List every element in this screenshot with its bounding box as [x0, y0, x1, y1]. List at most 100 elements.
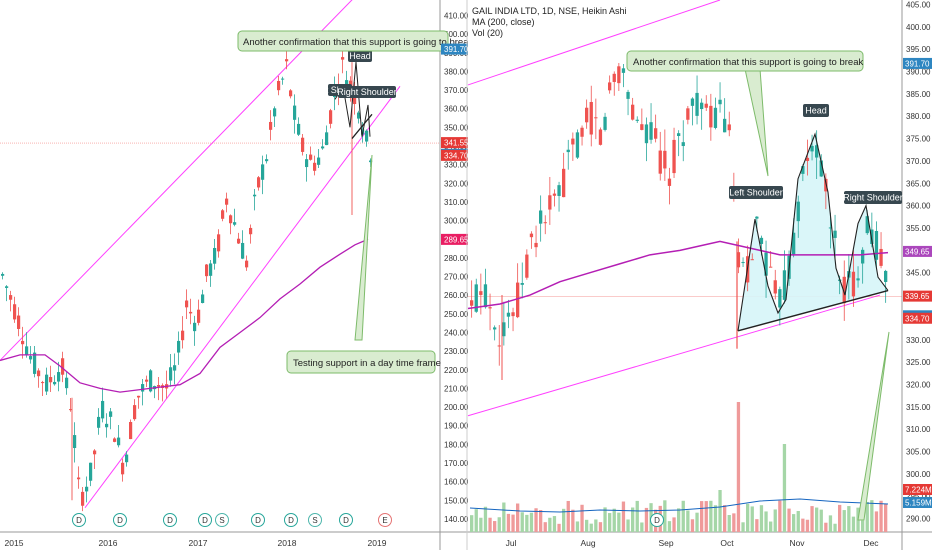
left-x-tick-label: 2015	[5, 538, 24, 548]
right-candle-body	[470, 300, 474, 306]
left-y-tick-label: 170.00	[444, 459, 469, 468]
right-volume-bar	[493, 521, 497, 532]
left-candle-body	[197, 309, 201, 323]
left-y-tick-label: 220.00	[444, 366, 469, 375]
right-y-tick-label: 305.00	[906, 448, 931, 457]
right-volume-bar	[681, 500, 685, 532]
left-y-tick-label: 280.00	[444, 254, 469, 263]
right-volume-bar	[865, 501, 869, 532]
left-candle-body	[289, 90, 293, 97]
right-candle-body	[833, 230, 837, 238]
right-candle-body	[723, 118, 727, 133]
right-volume-bar	[502, 502, 506, 532]
left-chart-panel[interactable]: 410.00400.00390.00380.00370.00360.00350.…	[0, 0, 473, 550]
left-neckline	[351, 113, 373, 139]
right-volume-bar	[552, 516, 557, 532]
right-candle-body	[681, 142, 685, 147]
left-event-marker	[215, 513, 229, 527]
left-event-marker	[163, 513, 177, 527]
left-y-tick-label: 400.00	[444, 30, 469, 39]
right-volume-bar	[842, 510, 846, 532]
right-volume-bar	[833, 523, 837, 532]
right-volume-bar	[483, 506, 488, 532]
right-volume-bar	[672, 517, 676, 532]
left-candle-body	[181, 330, 185, 341]
left-candle-body	[309, 154, 313, 160]
right-candle-body	[686, 108, 690, 120]
left-candle-body	[41, 382, 45, 384]
right-volume-tag: 5.159M	[905, 499, 932, 508]
right-price-tag: 339.65	[905, 292, 930, 301]
left-candle-body	[241, 242, 245, 259]
right-volume-bar	[580, 504, 584, 532]
right-candle-body	[879, 248, 883, 266]
left-candle-body	[113, 438, 117, 442]
right-x-tick-label: Dec	[863, 538, 879, 548]
right-volume-bar	[585, 519, 589, 532]
right-candle-body	[713, 107, 718, 128]
right-volume-bar	[723, 505, 727, 532]
right-price-tag-bg	[903, 290, 932, 302]
right-y-tick-label: 405.00	[906, 0, 931, 9]
right-label-left-shoulder-bg	[729, 186, 783, 199]
left-candle-body	[61, 358, 65, 375]
left-candle-body	[329, 110, 333, 124]
right-candle-body	[575, 132, 580, 158]
right-candle-body	[815, 145, 819, 158]
left-candle-body	[133, 405, 137, 420]
right-label-left-shoulder: Left Shoulder	[729, 188, 783, 198]
right-label-right-shoulder-bg	[844, 191, 902, 204]
left-candle-body	[77, 477, 81, 480]
right-candle-body	[483, 284, 488, 308]
right-volume-bar	[787, 508, 791, 532]
left-candle-body	[57, 372, 61, 382]
right-volume-bar	[608, 513, 612, 532]
left-price-tag: 341.55	[444, 139, 469, 148]
left-event-marker-letter: S	[219, 516, 224, 525]
left-y-tick-label: 180.00	[444, 440, 469, 449]
right-symbol-title: GAIL INDIA LTD, 1D, NSE, Heikin Ashi	[472, 6, 627, 16]
right-volume-ma-line	[469, 498, 889, 513]
left-y-tick-label: 260.00	[444, 291, 469, 300]
left-y-tick-label: 300.00	[444, 217, 469, 226]
right-candle-body	[644, 124, 649, 144]
left-candle-body	[261, 164, 265, 180]
right-candle-body	[851, 271, 856, 297]
right-y-tick-label: 345.00	[906, 269, 931, 278]
right-candle-body	[603, 116, 607, 130]
left-y-tick-label: 230.00	[444, 347, 469, 356]
right-volume-bar	[575, 521, 580, 532]
right-volume-bar	[598, 522, 603, 532]
right-volume-bar	[727, 514, 731, 532]
right-candle-body	[516, 282, 520, 318]
left-candle-body	[85, 486, 89, 492]
left-candle-body	[101, 400, 105, 419]
right-plot-area	[468, 0, 902, 532]
right-candle-body	[663, 150, 667, 169]
left-event-marker-letter: D	[117, 516, 123, 525]
left-candle-body	[245, 260, 249, 268]
right-y-tick-label: 330.00	[906, 336, 931, 345]
right-volume-bar	[709, 500, 713, 532]
left-candle-body	[341, 57, 345, 60]
right-price-tag-bg	[903, 57, 932, 69]
left-price-tag: 334.70	[444, 151, 469, 160]
right-volume-bar	[801, 518, 805, 532]
left-candle-body	[369, 160, 373, 163]
left-candle-body	[5, 286, 9, 288]
left-y-tick-label: 370.00	[444, 86, 469, 95]
left-candle-body	[37, 370, 41, 377]
right-label-head: Head	[805, 106, 827, 116]
right-volume-bar	[525, 514, 529, 532]
right-volume-bar	[470, 515, 474, 532]
right-candle-body	[548, 195, 552, 210]
right-candle-body	[626, 91, 630, 99]
right-x-tick-label: Oct	[720, 538, 734, 548]
right-candle-body	[828, 227, 833, 229]
right-candle-body	[792, 232, 796, 255]
right-volume-bar	[824, 522, 828, 532]
left-event-marker	[339, 513, 353, 527]
left-candle-body	[17, 315, 21, 329]
